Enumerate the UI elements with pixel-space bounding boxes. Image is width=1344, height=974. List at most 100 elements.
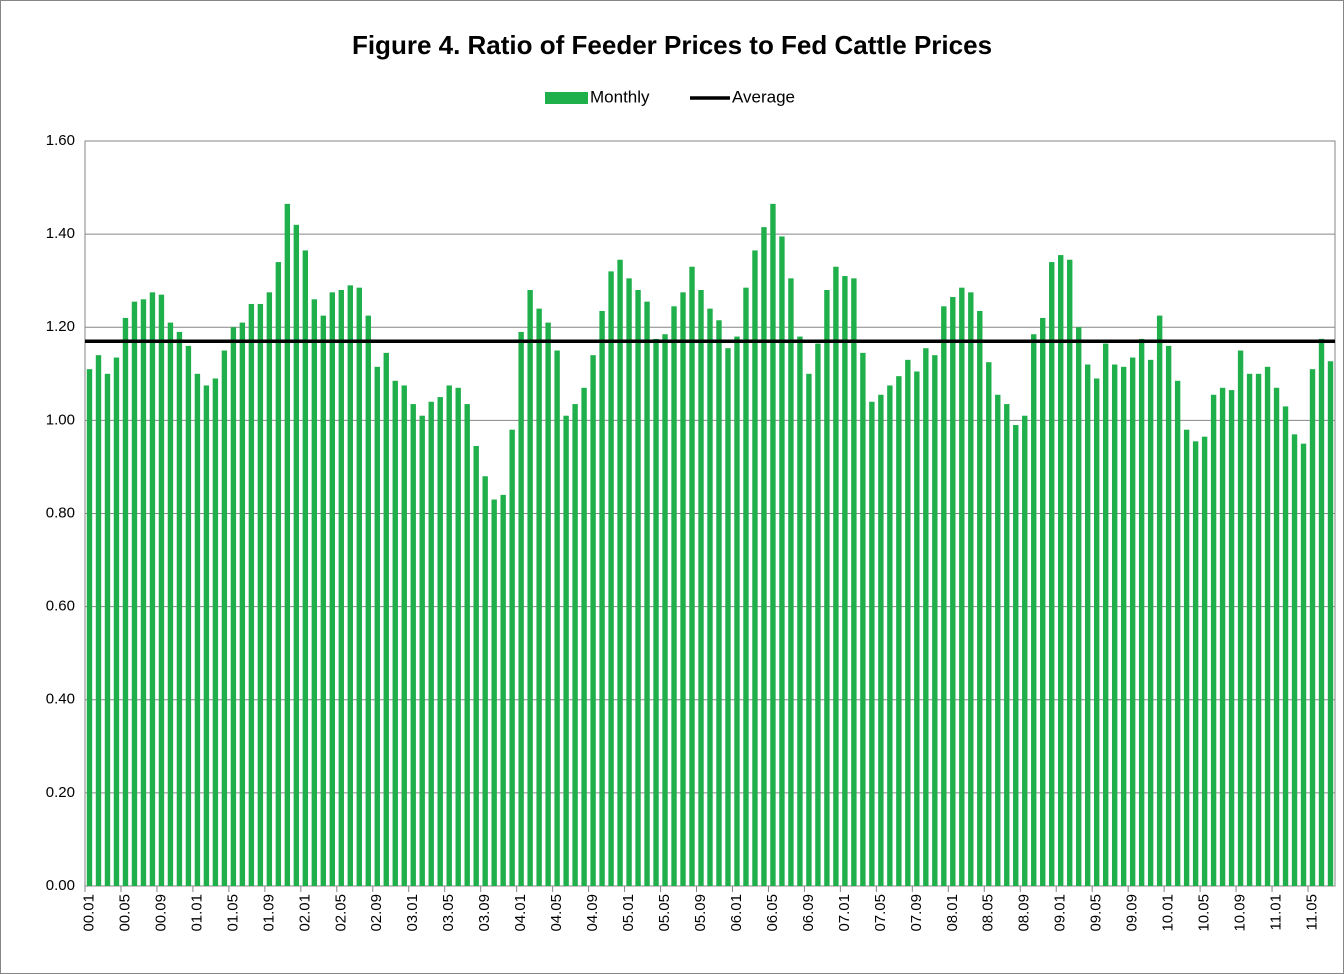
- x-tick-label: 04.05: [548, 894, 565, 932]
- bar: [1013, 425, 1019, 886]
- bar: [554, 350, 560, 886]
- bar: [212, 378, 219, 886]
- bar: [779, 236, 785, 886]
- bar: [1120, 366, 1127, 886]
- x-tick-label: 01.01: [188, 894, 205, 932]
- bar: [1067, 259, 1073, 886]
- x-tick-label: 07.05: [872, 894, 889, 932]
- bar: [1147, 359, 1154, 886]
- x-tick-label: 07.01: [836, 894, 853, 932]
- bar: [221, 350, 228, 886]
- bar: [338, 290, 344, 886]
- bar: [1309, 369, 1316, 886]
- bar: [392, 380, 398, 886]
- legend-swatch: [545, 92, 588, 104]
- x-tick-label: 10.05: [1196, 894, 1213, 932]
- bar: [239, 322, 246, 886]
- bar: [1273, 387, 1280, 886]
- bar: [1201, 436, 1208, 886]
- bar: [518, 331, 524, 886]
- bar: [689, 266, 695, 886]
- bar: [86, 369, 93, 886]
- x-tick-label: 07.09: [908, 894, 925, 932]
- bar: [572, 404, 578, 886]
- bar: [743, 287, 749, 886]
- x-tick-label: 06.09: [800, 894, 817, 932]
- bar: [896, 376, 902, 886]
- x-tick-label: 10.09: [1232, 894, 1249, 932]
- bar: [536, 308, 542, 886]
- bar: [428, 401, 434, 886]
- bar: [1264, 366, 1271, 886]
- bar: [455, 387, 461, 886]
- bar: [824, 290, 830, 886]
- bar: [1058, 255, 1064, 886]
- x-tick-label: 01.09: [260, 894, 277, 932]
- bar: [1129, 357, 1136, 886]
- x-tick-label: 02.01: [296, 894, 313, 932]
- bar: [707, 308, 713, 886]
- x-tick-label: 00.09: [152, 894, 169, 932]
- x-tick-label: 09.05: [1088, 894, 1105, 932]
- bar: [1022, 415, 1028, 886]
- bar: [347, 285, 353, 886]
- bar: [131, 301, 138, 886]
- bar: [1031, 334, 1037, 886]
- y-tick-label: 1.00: [46, 411, 75, 428]
- bar: [104, 373, 111, 886]
- bar: [203, 385, 210, 886]
- x-tick-label: 00.01: [80, 894, 97, 932]
- legend-label: Average: [732, 87, 795, 106]
- bar: [626, 278, 632, 886]
- bar: [383, 352, 389, 886]
- bar: [329, 292, 335, 886]
- x-tick-label: 08.09: [1016, 894, 1033, 932]
- bar: [1111, 364, 1118, 886]
- bar: [1165, 345, 1172, 886]
- bar: [1237, 350, 1244, 886]
- x-tick-label: 02.05: [332, 894, 349, 932]
- bar: [140, 299, 147, 886]
- bar: [482, 476, 488, 886]
- bar: [959, 287, 965, 886]
- bar: [923, 348, 929, 886]
- y-tick-label: 1.20: [46, 318, 75, 335]
- bar: [113, 357, 120, 886]
- bar: [1174, 380, 1181, 886]
- bar: [473, 445, 479, 886]
- bar: [617, 259, 623, 886]
- bar: [869, 401, 875, 886]
- bar: [167, 322, 174, 886]
- bar: [599, 310, 605, 886]
- bar: [95, 355, 102, 886]
- y-tick-label: 0.60: [46, 598, 75, 615]
- bar: [581, 387, 587, 886]
- bar: [1255, 373, 1262, 886]
- bar: [1219, 387, 1226, 886]
- x-tick-label: 03.09: [476, 894, 493, 932]
- x-tick-label: 11.01: [1268, 894, 1285, 930]
- bar: [545, 322, 551, 886]
- bar: [797, 336, 803, 886]
- bar: [1004, 404, 1010, 886]
- bar: [311, 299, 318, 886]
- bar: [608, 271, 614, 886]
- x-tick-label: 06.05: [764, 894, 781, 932]
- x-tick-label: 05.05: [656, 894, 673, 932]
- bar: [1049, 262, 1055, 886]
- bar: [257, 303, 264, 886]
- bar: [1192, 441, 1199, 886]
- x-tick-label: 05.09: [692, 894, 709, 932]
- bar: [1246, 373, 1253, 886]
- bar: [275, 262, 282, 886]
- x-tick-label: 06.01: [728, 894, 745, 932]
- bar: [527, 290, 533, 886]
- bar: [1156, 315, 1163, 886]
- bar: [1210, 394, 1217, 886]
- bar: [680, 292, 686, 886]
- bar: [374, 366, 380, 886]
- bar: [950, 296, 956, 886]
- bar: [149, 292, 156, 886]
- bar: [122, 317, 129, 886]
